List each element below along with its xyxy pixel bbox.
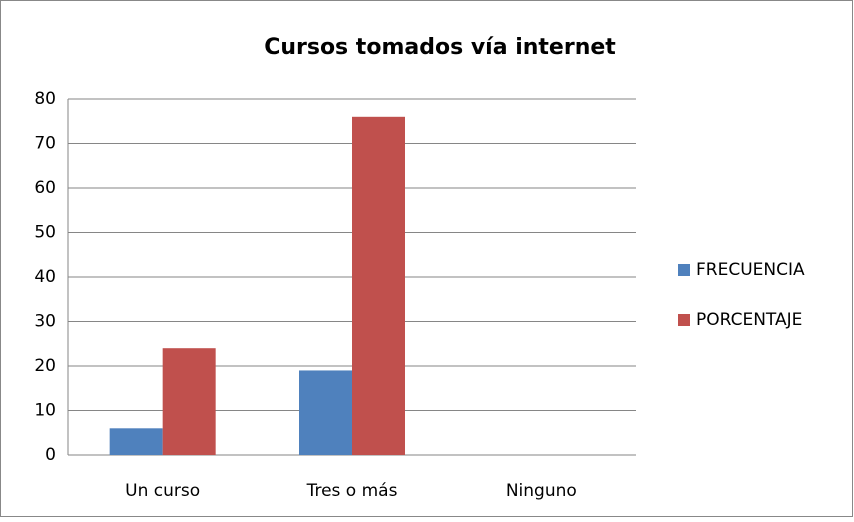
bar <box>352 116 405 456</box>
y-tick-label: 60 <box>34 178 56 198</box>
y-tick-label: 80 <box>34 89 56 109</box>
y-tick-label: 70 <box>34 134 56 154</box>
y-tick-label: 40 <box>34 267 56 287</box>
y-tick-label: 20 <box>34 356 56 376</box>
legend-label: FRECUENCIA <box>696 260 805 280</box>
y-tick-label: 0 <box>45 445 56 465</box>
x-tick-label: Ninguno <box>506 481 577 501</box>
bar <box>162 348 216 455</box>
x-tick-label: Un curso <box>125 481 200 501</box>
legend-swatch <box>678 264 690 276</box>
y-tick-label: 10 <box>34 401 56 421</box>
y-tick-label: 30 <box>34 312 56 332</box>
x-tick-label: Tres o más <box>306 481 398 501</box>
bar <box>299 370 352 455</box>
y-tick-label: 50 <box>34 223 56 243</box>
bar <box>109 428 163 455</box>
chart-title: Cursos tomados vía internet <box>264 35 616 60</box>
legend-label: PORCENTAJE <box>696 310 802 330</box>
legend-swatch <box>678 314 690 326</box>
